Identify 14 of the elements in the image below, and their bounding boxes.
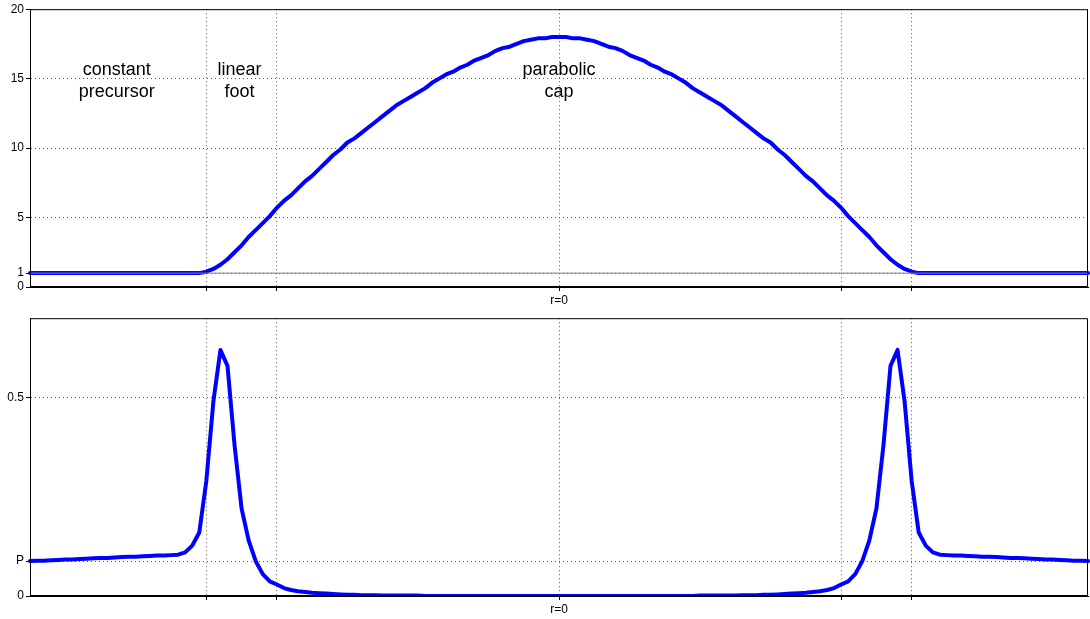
- x-tick-label: r=0: [550, 601, 569, 616]
- y-tick-label: 10: [10, 140, 25, 155]
- y-tick-label: 0: [17, 588, 25, 603]
- y-tick-label: 5: [17, 209, 25, 224]
- annotation: parabolic cap: [522, 59, 596, 102]
- y-tick-label: 15: [10, 70, 25, 85]
- y-tick-label: P: [15, 553, 24, 568]
- y-tick-label: 0.5: [7, 389, 25, 404]
- annotation: linear foot: [217, 59, 262, 102]
- annotation: constant precursor: [78, 59, 155, 102]
- x-tick-label: r=0: [550, 292, 569, 307]
- y-tick-label: 1: [17, 265, 25, 280]
- y-tick-label: 0: [17, 279, 25, 294]
- y-tick-label: 20: [10, 1, 25, 16]
